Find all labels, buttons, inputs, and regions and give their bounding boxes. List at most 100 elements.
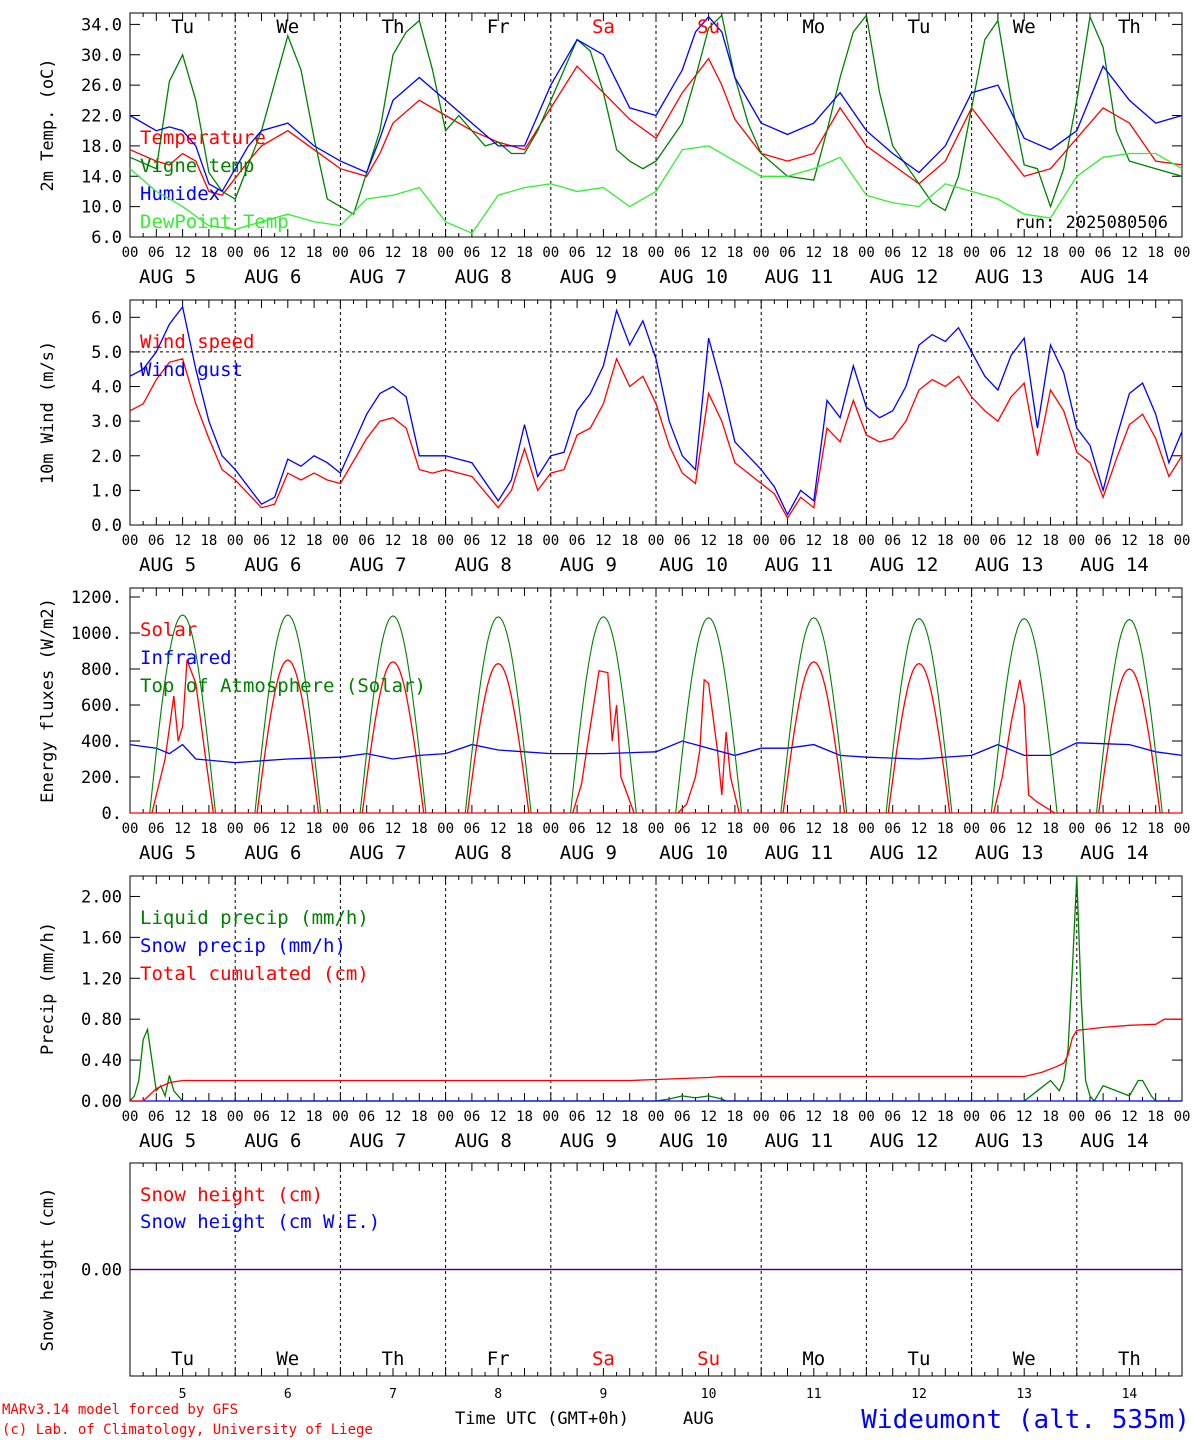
hour-tick-label: 00 <box>437 1109 454 1125</box>
hour-tick-label: 18 <box>516 245 533 261</box>
hour-tick-label: 18 <box>832 1109 849 1125</box>
hour-tick-label: 06 <box>779 1109 796 1125</box>
hour-tick-label: 12 <box>174 533 191 549</box>
station-name: Wideumont (alt. 535m) <box>861 1405 1190 1435</box>
hour-tick-label: 18 <box>621 533 638 549</box>
hour-tick-label: 12 <box>700 245 717 261</box>
y-tick-label: 800. <box>81 660 122 680</box>
hour-tick-label: 18 <box>1147 1109 1164 1125</box>
plot-frame <box>129 587 1183 814</box>
x-axis-label: Time UTC (GMT+0h) <box>455 1409 629 1429</box>
hour-tick-label: 00 <box>648 245 665 261</box>
hour-tick-label: 18 <box>937 1109 954 1125</box>
series-line <box>780 617 848 814</box>
hour-tick-label: 12 <box>385 245 402 261</box>
hour-tick-label: 00 <box>858 1109 875 1125</box>
hour-tick-label: 00 <box>1174 533 1191 549</box>
hour-tick-label: 12 <box>279 821 296 837</box>
hour-tick-label: 18 <box>200 1109 217 1125</box>
hour-tick-label: 00 <box>1068 821 1085 837</box>
weekday-label: Tu <box>908 1348 931 1370</box>
hour-tick-label: 12 <box>805 533 822 549</box>
hour-tick-label: 12 <box>595 821 612 837</box>
weekday-label: Tu <box>908 16 931 38</box>
hour-tick-label: 00 <box>963 821 980 837</box>
hour-tick-label: 06 <box>674 533 691 549</box>
hour-tick-label: 06 <box>779 533 796 549</box>
hour-tick-label: 00 <box>858 533 875 549</box>
series-line <box>782 661 846 814</box>
y-tick-label: 2.0 <box>91 447 122 467</box>
hour-tick-label: 06 <box>779 245 796 261</box>
series-line <box>361 661 425 814</box>
series-line <box>677 678 740 814</box>
weekday-label: Tu <box>171 1348 194 1370</box>
date-label: AUG 9 <box>560 1130 617 1152</box>
run-label: run: 2025080506 <box>1014 213 1168 233</box>
y-tick-label: 0.00 <box>81 1261 122 1281</box>
hour-tick-label: 12 <box>279 1109 296 1125</box>
hour-tick-label: 00 <box>648 821 665 837</box>
y-axis-label: Snow height (cm) <box>38 1188 58 1352</box>
hour-tick-label: 12 <box>385 821 402 837</box>
hour-tick-label: 18 <box>1042 821 1059 837</box>
hour-tick-label: 18 <box>306 245 323 261</box>
legend-entry: Wind gust <box>140 359 243 381</box>
hour-tick-label: 18 <box>1042 1109 1059 1125</box>
series-line <box>129 145 1183 235</box>
y-tick-label: 10.0 <box>81 198 122 218</box>
y-tick-label: 1200. <box>71 588 122 608</box>
footer-credit: (c) Lab. of Climatology, University of L… <box>2 1422 373 1438</box>
date-label: AUG 14 <box>1080 554 1149 576</box>
hour-tick-label: 18 <box>411 821 428 837</box>
hour-tick-label: 18 <box>937 821 954 837</box>
month-label: AUG <box>683 1409 714 1429</box>
series-line <box>885 617 953 814</box>
hour-tick-label: 00 <box>753 1109 770 1125</box>
hour-tick-label: 18 <box>1042 245 1059 261</box>
hour-tick-label: 12 <box>911 245 928 261</box>
day-number-label: 5 <box>179 1387 187 1402</box>
weekday-label: Mo <box>802 1348 825 1370</box>
hour-tick-label: 18 <box>411 245 428 261</box>
hour-tick-label: 06 <box>1095 533 1112 549</box>
y-tick-label: 4.0 <box>91 378 122 398</box>
hour-tick-label: 00 <box>122 1109 139 1125</box>
y-tick-label: 0.00 <box>81 1092 122 1112</box>
hour-tick-label: 00 <box>858 821 875 837</box>
hour-tick-label: 12 <box>1121 533 1138 549</box>
series-line <box>990 617 1058 814</box>
date-label: AUG 7 <box>349 554 406 576</box>
y-tick-label: 200. <box>81 768 122 788</box>
hour-tick-label: 06 <box>463 1109 480 1125</box>
hour-tick-label: 18 <box>726 533 743 549</box>
y-tick-label: 0. <box>102 804 122 824</box>
day-number-label: 7 <box>389 1387 397 1402</box>
hour-tick-label: 18 <box>200 533 217 549</box>
day-number-label: 8 <box>494 1387 502 1402</box>
y-axis-label: Precip (mm/h) <box>38 922 58 1055</box>
hour-tick-label: 18 <box>200 821 217 837</box>
hour-tick-label: 00 <box>1068 245 1085 261</box>
weekday-label: We <box>1013 1348 1036 1370</box>
hour-tick-label: 00 <box>122 821 139 837</box>
hour-tick-label: 00 <box>332 821 349 837</box>
hour-tick-label: 06 <box>463 821 480 837</box>
hour-tick-label: 12 <box>490 533 507 549</box>
date-label: AUG 5 <box>139 1130 196 1152</box>
hour-tick-label: 12 <box>700 1109 717 1125</box>
y-tick-label: 18.0 <box>81 137 122 157</box>
hour-tick-label: 06 <box>884 533 901 549</box>
hour-tick-label: 00 <box>1068 1109 1085 1125</box>
date-label: AUG 9 <box>560 554 617 576</box>
date-label: AUG 8 <box>455 1130 512 1152</box>
y-tick-label: 3.0 <box>91 412 122 432</box>
date-label: AUG 6 <box>244 1130 301 1152</box>
date-label: AUG 12 <box>870 554 939 576</box>
hour-tick-label: 06 <box>884 1109 901 1125</box>
date-label: AUG 12 <box>870 1130 939 1152</box>
series-line <box>254 614 322 814</box>
footer-model: MARv3.14 model forced by GFS <box>2 1402 238 1418</box>
hour-tick-label: 12 <box>911 821 928 837</box>
plot-frame <box>129 299 1183 526</box>
